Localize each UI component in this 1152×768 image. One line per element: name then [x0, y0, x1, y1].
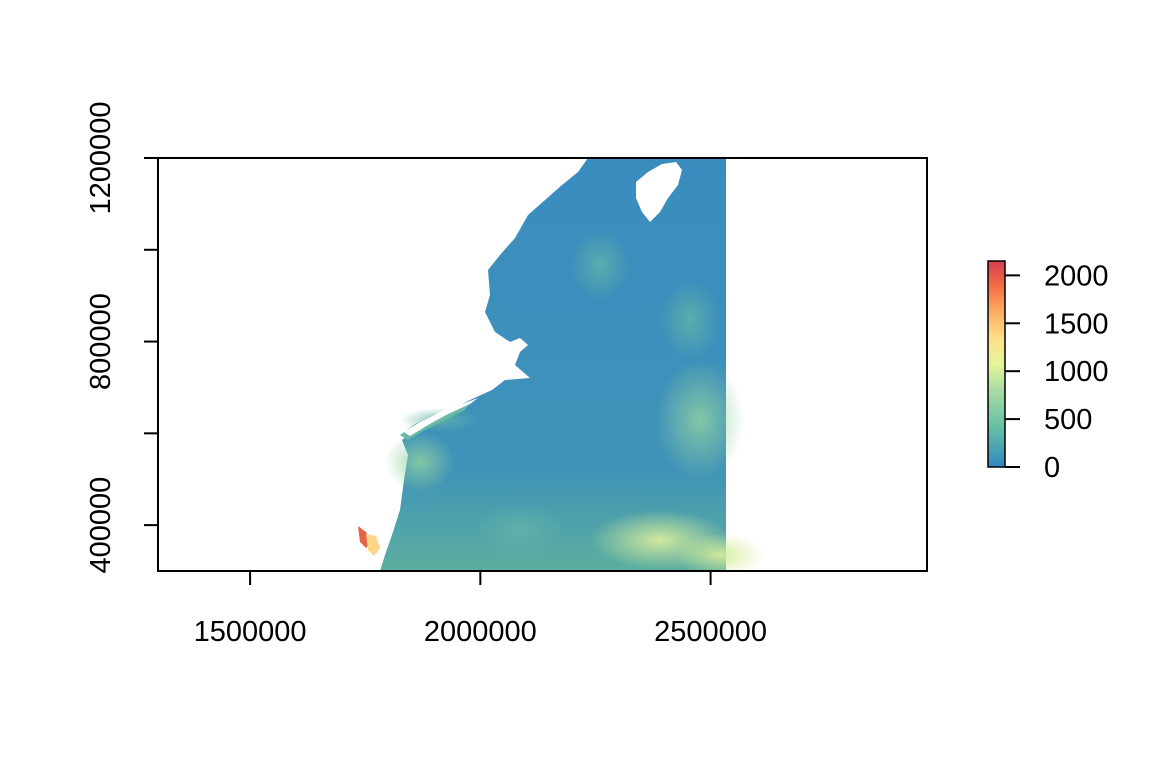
color-legend: 0 500 1000 1500 2000: [987, 260, 1109, 484]
ocean-raster: [380, 158, 726, 571]
y-tick-label: 400000: [85, 477, 117, 574]
island-mask: [636, 162, 682, 222]
plot-frame: [157, 157, 928, 572]
x-tick-label: 2500000: [654, 616, 767, 648]
coast-mask: [404, 398, 478, 436]
raster-surface: [358, 158, 765, 571]
legend-tick-label: 500: [1044, 404, 1092, 436]
x-axis: 1500000 2000000 2500000: [194, 571, 767, 648]
legend-tick-label: 2000: [1044, 260, 1109, 292]
x-tick-label: 2000000: [424, 616, 537, 648]
legend-colorbar: [987, 260, 1006, 468]
y-axis: 400000 800000 1200000: [85, 102, 158, 574]
legend-tick-label: 1500: [1044, 308, 1109, 340]
warm-spot: [366, 534, 380, 556]
y-tick-label: 1200000: [85, 102, 117, 215]
legend-tick-label: 1000: [1044, 356, 1109, 388]
y-tick-label: 800000: [85, 293, 117, 390]
x-tick-label: 1500000: [194, 616, 307, 648]
raster-highlights: [385, 230, 765, 571]
legend-ticks: 0 500 1000 1500 2000: [1005, 260, 1109, 484]
legend-tick-label: 0: [1044, 452, 1060, 484]
